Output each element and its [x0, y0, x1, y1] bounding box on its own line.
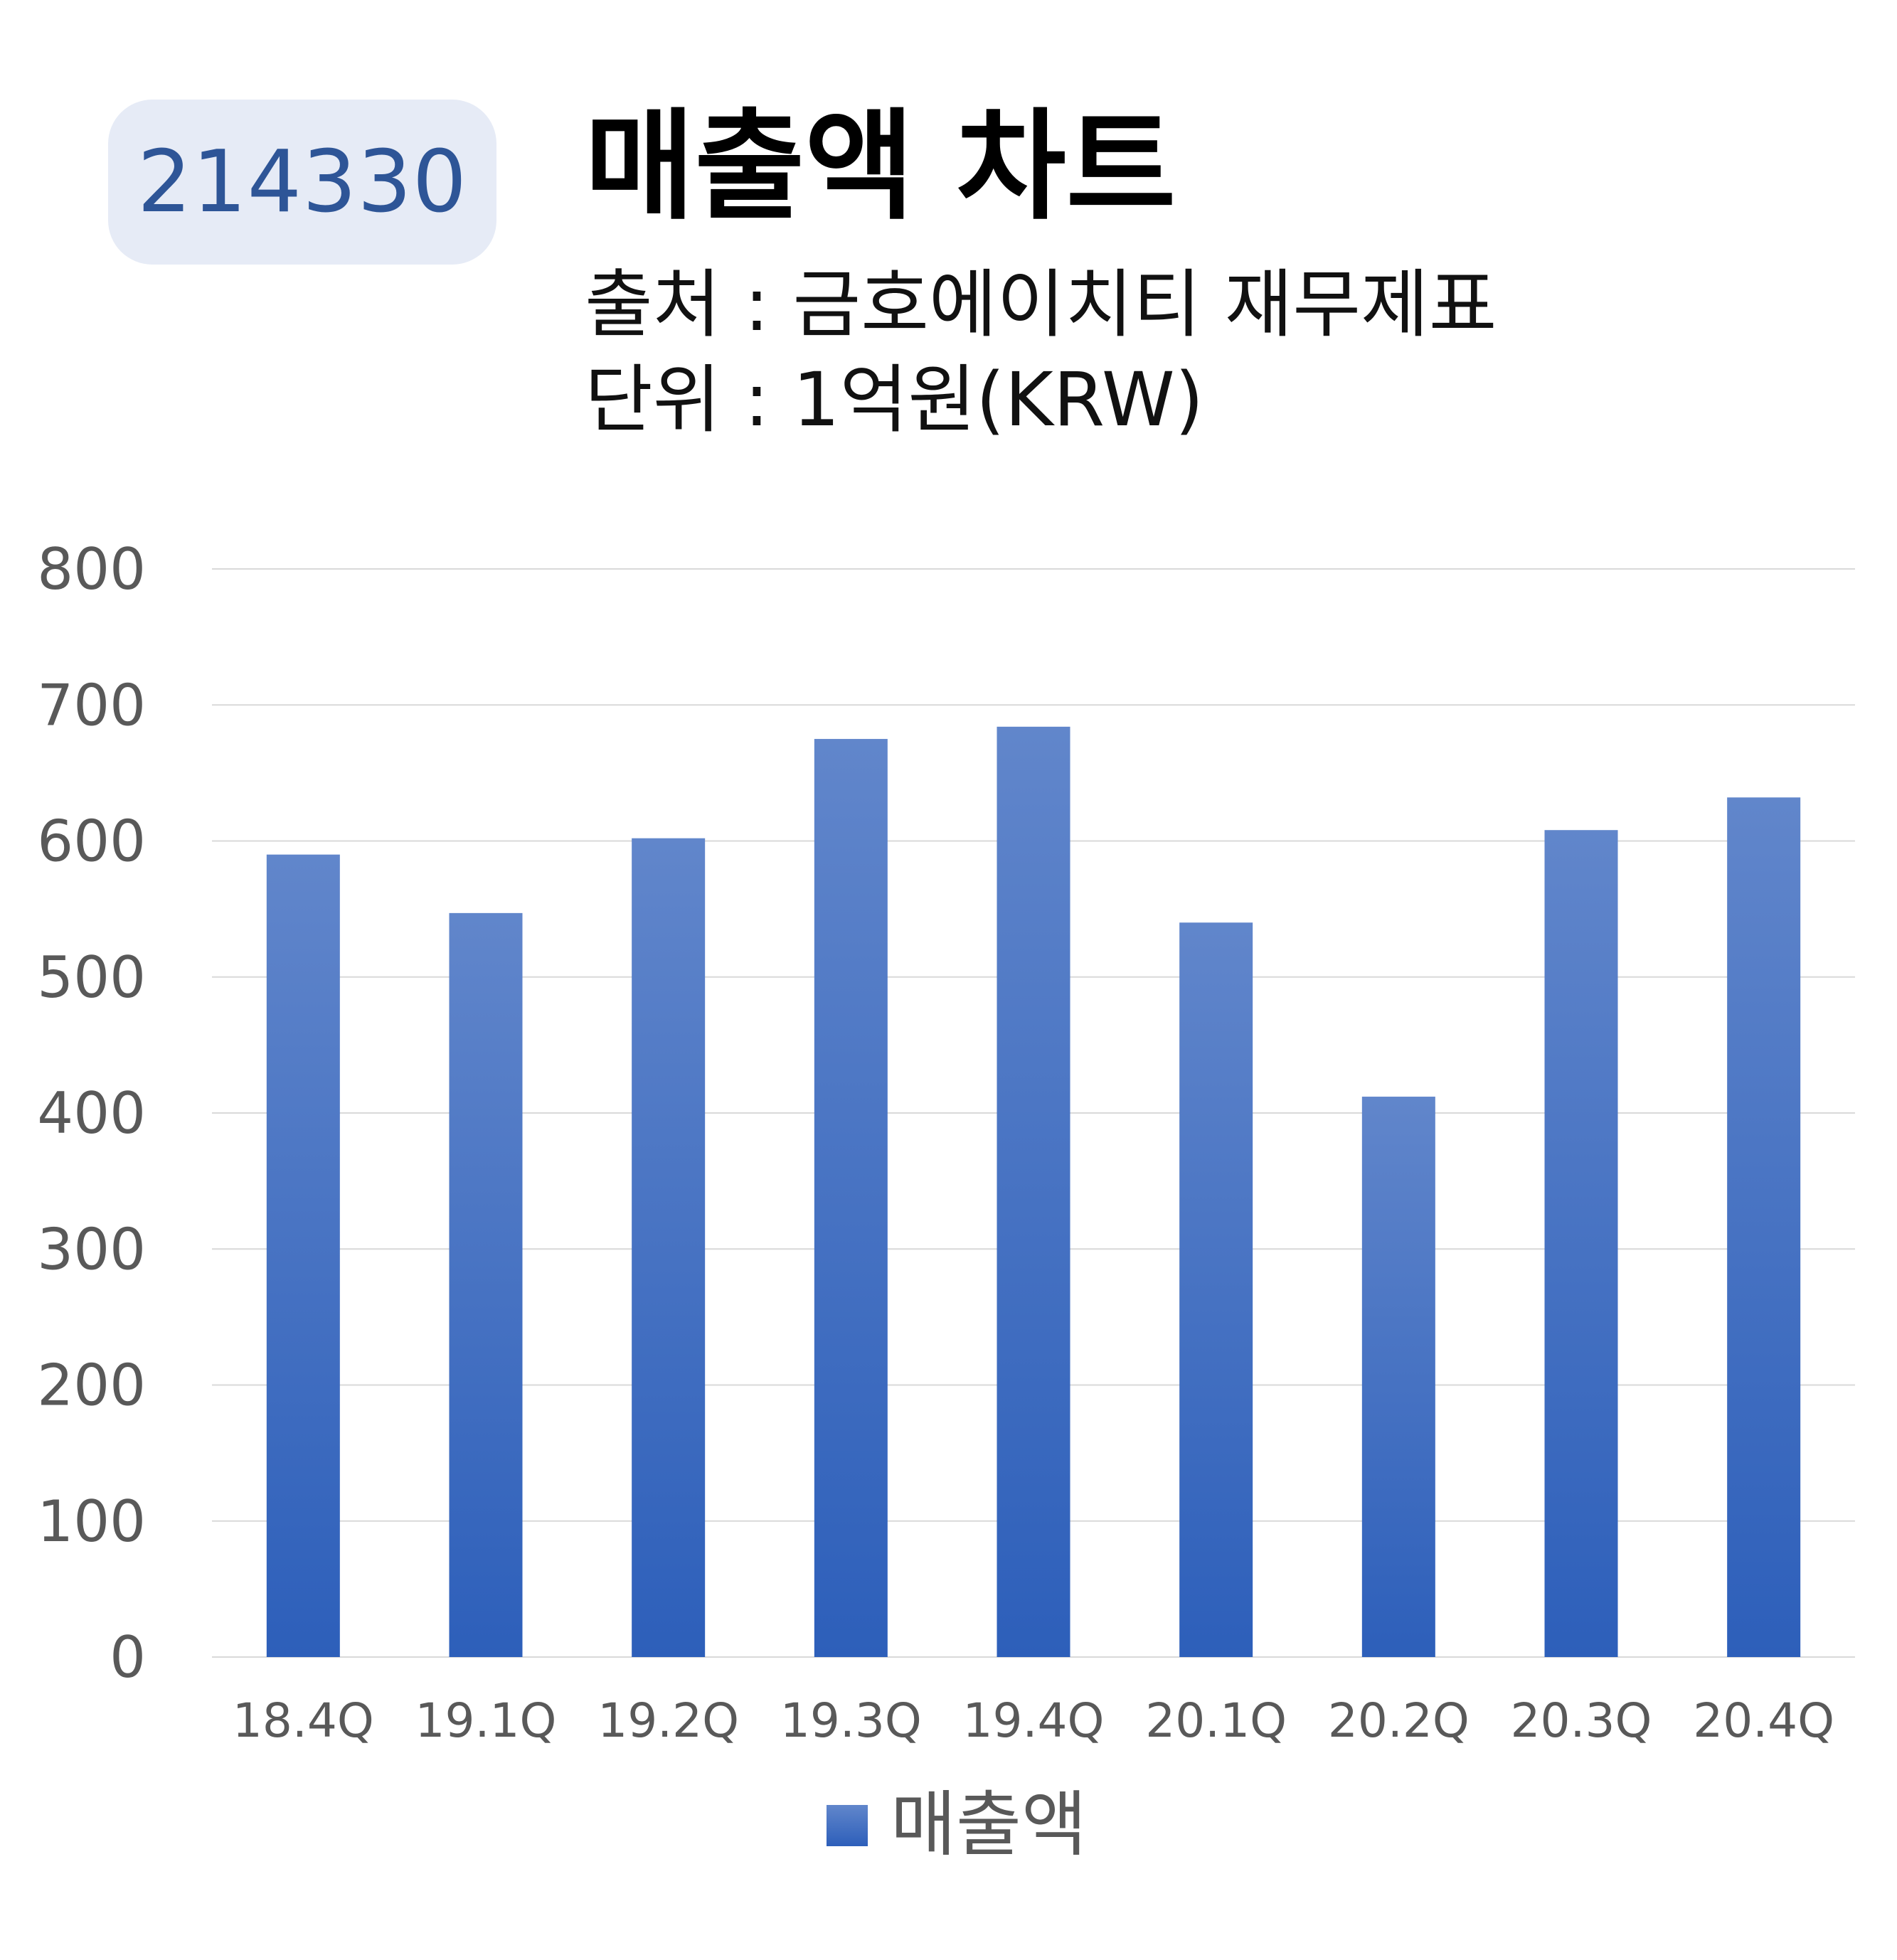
y-axis-ticks: 0 100 200 300 400 500 600 700 800 — [37, 536, 146, 1690]
bar-20-1Q — [1179, 922, 1253, 1657]
y-tick-label: 600 — [37, 809, 146, 875]
source-label: 출처 : 금호에이치티 재무제표 — [585, 261, 1497, 348]
bar-19-4Q — [997, 726, 1070, 1657]
legend-swatch — [827, 1805, 868, 1846]
bar-19-3Q — [814, 739, 888, 1657]
bar-19-1Q — [449, 912, 523, 1657]
y-tick-label: 800 — [37, 536, 146, 602]
x-tick-label: 19.2Q — [597, 1693, 739, 1748]
legend: 매출액 — [827, 1783, 1087, 1866]
bar-19-2Q — [632, 838, 706, 1657]
chart-title: 매출액 차트 — [585, 97, 1176, 236]
x-tick-label: 19.4Q — [963, 1693, 1105, 1748]
bar-18-4Q — [266, 854, 340, 1657]
bar-20-2Q — [1361, 1097, 1435, 1657]
legend-label: 매출액 — [891, 1783, 1087, 1866]
unit-label: 단위 : 1억원(KRW) — [585, 356, 1204, 443]
bar-20-4Q — [1727, 797, 1801, 1657]
x-tick-label: 19.1Q — [415, 1693, 557, 1748]
y-tick-label: 400 — [37, 1080, 146, 1146]
x-axis-ticks: 18.4Q 19.1Q 19.2Q 19.3Q 19.4Q 20.1Q 20.2Q 20.3Q… — [233, 1693, 1834, 1748]
x-tick-label: 20.2Q — [1328, 1693, 1470, 1748]
y-tick-label: 100 — [37, 1488, 146, 1555]
y-tick-label: 500 — [37, 944, 146, 1011]
x-tick-label: 20.3Q — [1511, 1693, 1652, 1748]
stock-code-badge: 214330 — [108, 100, 496, 265]
y-tick-label: 200 — [37, 1353, 146, 1419]
x-tick-label: 19.3Q — [780, 1693, 922, 1748]
x-tick-label: 20.1Q — [1145, 1693, 1287, 1748]
bar-20-3Q — [1544, 830, 1618, 1657]
bars — [266, 726, 1801, 1657]
y-tick-label: 300 — [37, 1216, 146, 1282]
x-tick-label: 20.4Q — [1693, 1693, 1834, 1748]
stock-code: 214330 — [137, 132, 468, 232]
x-tick-label: 18.4Q — [233, 1693, 374, 1748]
y-tick-label: 700 — [37, 672, 146, 738]
y-tick-label: 0 — [110, 1624, 146, 1690]
